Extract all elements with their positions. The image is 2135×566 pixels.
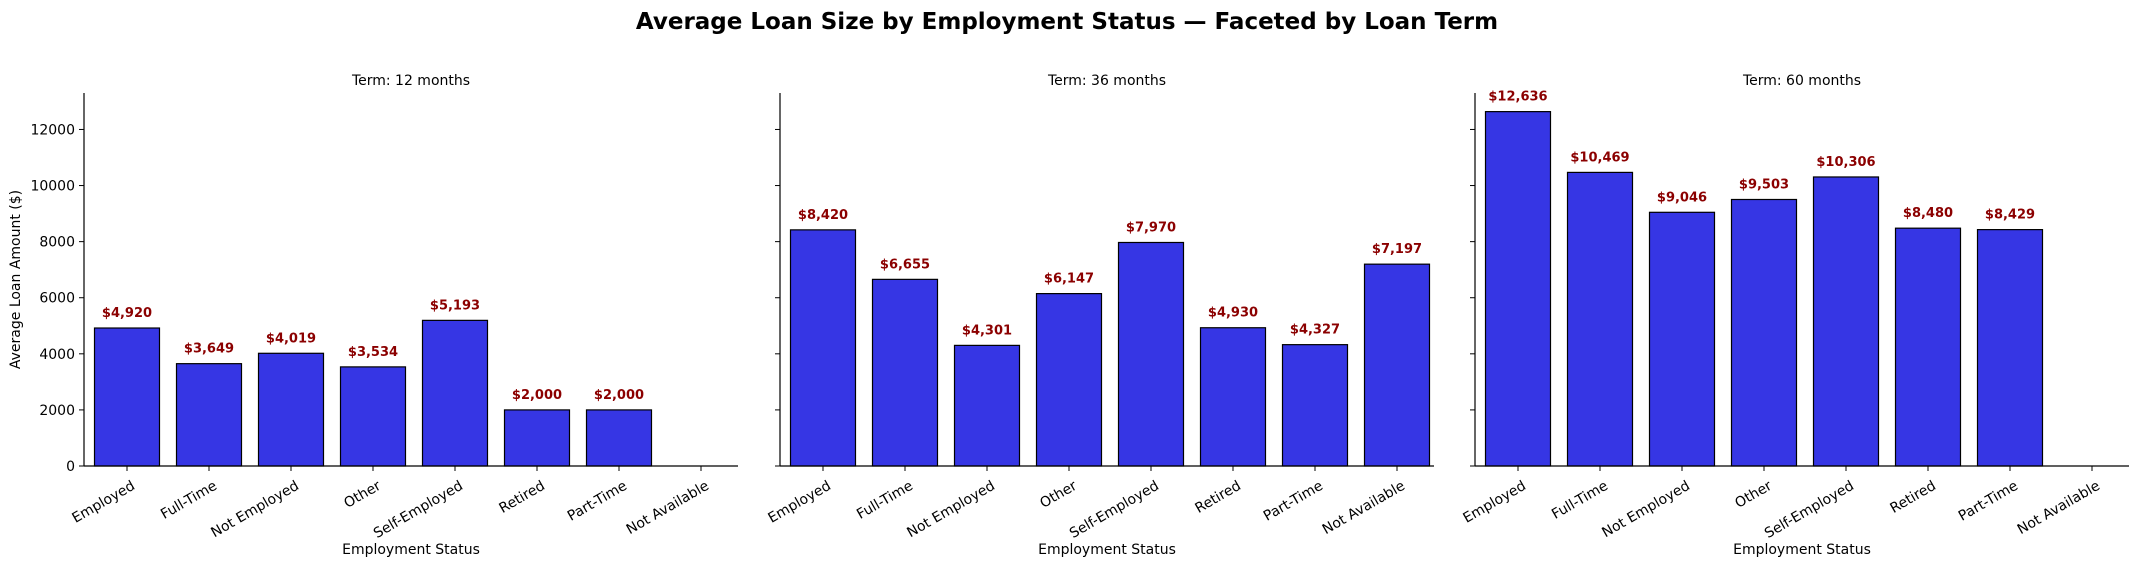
x-tick-label: Not Employed — [208, 478, 301, 541]
x-tick-label: Part-Time — [1261, 478, 1326, 525]
bar — [1566, 171, 1634, 467]
panel-title: Term: 60 months — [1742, 73, 1861, 89]
bar — [1363, 263, 1431, 467]
bar-value-label: $12,636 — [1488, 90, 1547, 105]
x-axis-label: Employment Status — [342, 542, 480, 558]
bar-value-label: $8,429 — [1985, 208, 2035, 223]
bar — [175, 363, 243, 467]
bar-value-label: $3,649 — [184, 342, 234, 357]
bar-value-label: $4,327 — [1290, 323, 1340, 338]
x-tick-label: Full-Time — [1549, 478, 1611, 523]
bar-value-label: $3,534 — [348, 345, 398, 360]
bar-value-label: $8,420 — [798, 208, 848, 223]
y-tick-label: 0 — [66, 459, 75, 475]
bar-value-label: $10,469 — [1570, 150, 1629, 165]
x-tick-label: Employed — [69, 478, 137, 527]
facet-panels: Term: 12 months $4,920 Employed $3,649 Full-… — [8, 73, 2129, 558]
x-tick-label: Retired — [1887, 478, 1938, 517]
x-tick-label: Full-Time — [158, 478, 220, 523]
x-tick-label: Retired — [1192, 478, 1243, 517]
bar-value-label: $4,930 — [1208, 306, 1258, 321]
bar — [257, 352, 325, 467]
x-tick-label: Self-Employed — [1762, 478, 1857, 542]
bar-value-label: $4,019 — [266, 331, 316, 346]
facet-panel: Term: 12 months $4,920 Employed $3,649 Full-… — [8, 73, 738, 558]
bar — [93, 327, 161, 467]
x-tick-label: Employed — [765, 478, 833, 527]
bar — [871, 278, 939, 467]
bar — [1894, 227, 1962, 467]
bar-value-label: $9,503 — [1739, 177, 1789, 192]
y-tick-label: 10000 — [30, 179, 75, 195]
x-axis-label: Employment Status — [1038, 542, 1176, 558]
bar — [1035, 293, 1103, 467]
bar — [953, 344, 1021, 467]
bar — [789, 229, 857, 467]
x-tick-label: Full-Time — [854, 478, 916, 523]
x-tick-label: Not Employed — [904, 478, 997, 541]
x-tick-label: Not Available — [2015, 478, 2103, 538]
facet-panel: Term: 60 months $12,636 Employed $10,469 Ful… — [1460, 73, 2129, 558]
x-tick-label: Retired — [496, 478, 547, 517]
x-tick-label: Employed — [1460, 478, 1528, 527]
panel-title: Term: 12 months — [351, 73, 470, 89]
bar — [1484, 111, 1552, 467]
x-tick-label: Other — [1037, 478, 1080, 512]
x-tick-label: Self-Employed — [371, 478, 466, 542]
x-tick-label: Part-Time — [565, 478, 630, 525]
bar — [503, 409, 571, 467]
y-tick-label: 8000 — [39, 235, 75, 251]
y-tick-label: 4000 — [39, 347, 75, 363]
bar — [1730, 198, 1798, 467]
bar — [1648, 211, 1716, 467]
x-tick-label: Not Available — [1320, 478, 1408, 538]
bar-value-label: $2,000 — [512, 388, 562, 403]
bar-value-label: $4,301 — [962, 323, 1012, 338]
bar-value-label: $6,147 — [1044, 272, 1094, 287]
bar — [1281, 344, 1349, 467]
bar-value-label: $9,046 — [1657, 190, 1707, 205]
bar-value-label: $2,000 — [594, 388, 644, 403]
bar — [339, 366, 407, 467]
x-tick-label: Other — [341, 478, 384, 512]
y-axis-label: Average Loan Amount ($) — [8, 190, 24, 369]
bar-value-label: $5,193 — [430, 298, 480, 313]
bar — [1199, 327, 1267, 467]
bar — [585, 409, 653, 467]
x-tick-label: Not Employed — [1599, 478, 1692, 541]
x-tick-label: Self-Employed — [1067, 478, 1162, 542]
bar-value-label: $8,480 — [1903, 206, 1953, 221]
y-tick-label: 6000 — [39, 291, 75, 307]
bar — [1976, 229, 2044, 467]
x-axis-label: Employment Status — [1733, 542, 1871, 558]
bar — [1117, 241, 1185, 467]
bar — [421, 319, 489, 467]
facet-panel: Term: 36 months $8,420 Employed $6,655 Full-… — [765, 73, 1434, 558]
bar-value-label: $7,197 — [1372, 242, 1422, 257]
bar-value-label: $4,920 — [102, 306, 152, 321]
panel-title: Term: 36 months — [1047, 73, 1166, 89]
y-tick-label: 12000 — [30, 122, 75, 138]
chart-title: Average Loan Size by Employment Status —… — [636, 9, 1498, 35]
bar-value-label: $10,306 — [1816, 155, 1875, 170]
x-tick-label: Part-Time — [1956, 478, 2021, 525]
bar-value-label: $7,970 — [1126, 220, 1176, 235]
bar — [1812, 176, 1880, 467]
x-tick-label: Not Available — [624, 478, 712, 538]
x-tick-label: Other — [1732, 478, 1775, 512]
y-tick-label: 2000 — [39, 403, 75, 419]
bar-value-label: $6,655 — [880, 257, 930, 272]
